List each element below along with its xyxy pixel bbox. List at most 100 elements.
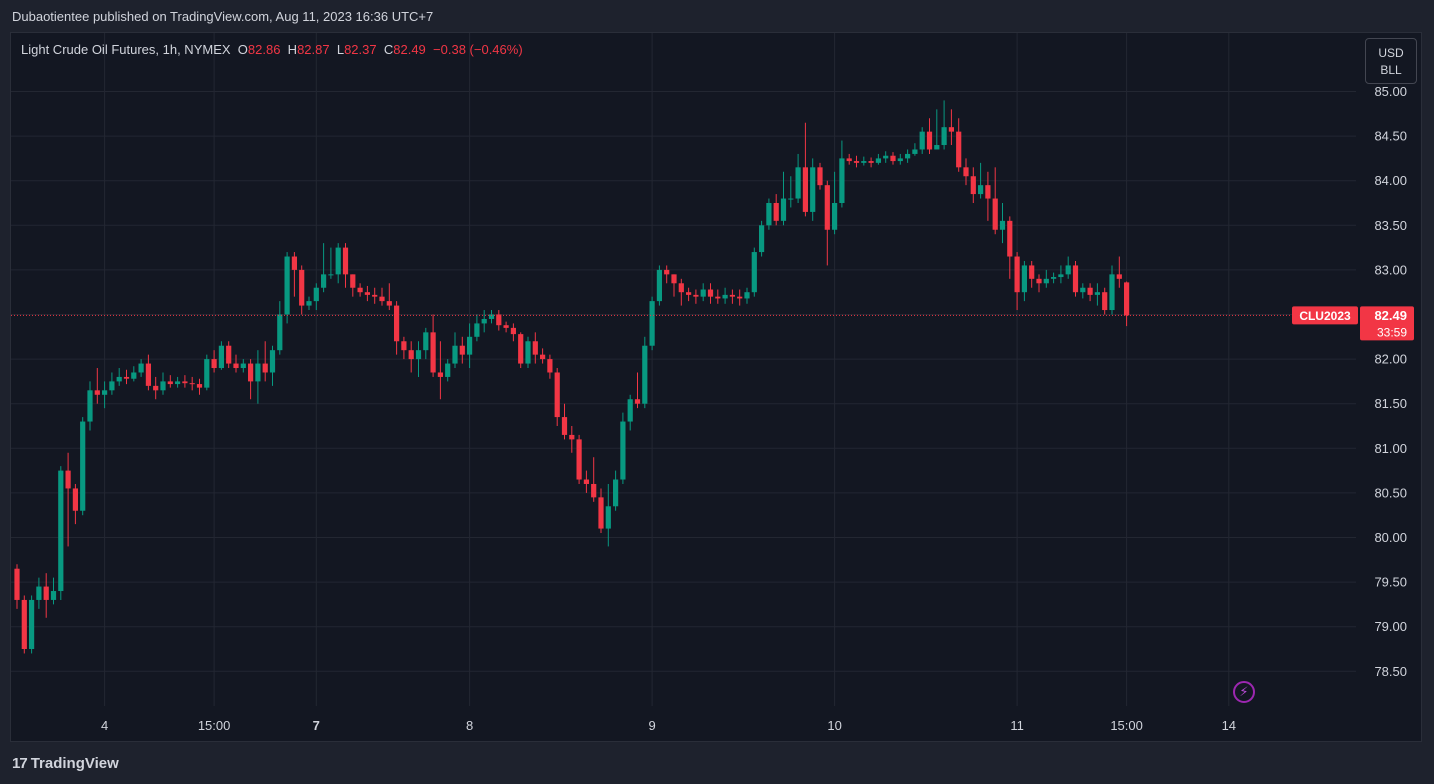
candle-body	[613, 479, 619, 507]
candle-body	[883, 155, 889, 159]
symbol-title[interactable]: Light Crude Oil Futures, 1h, NYMEX	[21, 42, 231, 57]
price-tick-label: 83.00	[1374, 262, 1407, 277]
candle	[620, 412, 626, 484]
candle-body	[14, 568, 20, 600]
candle	[737, 289, 743, 306]
candle	[1116, 256, 1122, 288]
candle	[934, 109, 940, 150]
candle	[138, 359, 144, 377]
price-tag-bg	[1360, 306, 1414, 341]
candle-body	[773, 203, 779, 221]
candle	[1124, 281, 1130, 327]
currency-unit-button[interactable]: USD BLL	[1365, 38, 1417, 84]
candle	[335, 243, 341, 284]
publisher-line: Dubaotientee published on TradingView.co…	[12, 9, 434, 24]
candle-body	[700, 289, 706, 297]
candle-body	[970, 176, 976, 195]
candle	[839, 140, 845, 208]
candle	[832, 171, 838, 235]
candle-body	[160, 381, 166, 391]
candle	[846, 153, 852, 165]
candle	[1029, 260, 1035, 288]
candle-body	[291, 256, 297, 270]
candle-body	[1065, 265, 1071, 275]
candle-body	[350, 274, 356, 288]
open-value: 82.86	[247, 42, 281, 57]
candle	[700, 283, 706, 302]
candle	[890, 152, 896, 165]
candle	[50, 577, 57, 605]
candle	[941, 100, 947, 150]
candle	[408, 341, 414, 373]
candle	[802, 122, 808, 217]
candle	[262, 341, 268, 382]
price-tick-label: 85.00	[1374, 84, 1407, 99]
candle-body	[182, 381, 188, 384]
candle	[255, 350, 261, 404]
candle-body	[43, 586, 49, 600]
tradingview-logo-text: TradingView	[30, 755, 119, 772]
candle	[313, 283, 319, 311]
candle-body	[839, 158, 845, 203]
candle-body	[576, 439, 582, 480]
candle-body	[481, 318, 487, 324]
candle-body	[963, 167, 969, 177]
candle-body	[912, 149, 918, 154]
candle-body	[415, 350, 422, 360]
candle	[751, 247, 757, 297]
candle	[401, 336, 407, 360]
candle-body	[175, 381, 181, 385]
candle-body	[948, 127, 954, 132]
candle	[306, 296, 312, 311]
tradingview-logo[interactable]: 17 TradingView	[12, 754, 119, 774]
candle-body	[642, 345, 648, 404]
candle	[853, 155, 860, 168]
candle-body	[999, 220, 1006, 230]
candle-body	[1116, 274, 1122, 279]
candle	[583, 470, 589, 493]
candle	[912, 143, 918, 156]
candle-body	[116, 376, 122, 382]
candle	[810, 158, 816, 221]
chart-frame[interactable]	[10, 32, 1422, 742]
candle	[532, 332, 538, 364]
candle	[707, 283, 714, 304]
candle-body	[313, 287, 319, 302]
candle	[372, 287, 378, 304]
candle-body	[722, 294, 728, 299]
time-tick-label: 4	[101, 718, 108, 733]
candle-body	[875, 158, 881, 163]
candle	[94, 368, 100, 404]
candle-body	[569, 434, 575, 440]
time-tick-label: 9	[648, 718, 655, 733]
candle	[634, 372, 641, 409]
candle	[123, 369, 130, 385]
candle	[788, 176, 794, 208]
candle	[467, 323, 473, 369]
lightning-icon[interactable]: ⚡	[1233, 681, 1255, 703]
candle-body	[467, 336, 473, 355]
candle	[598, 488, 604, 534]
candle	[780, 171, 787, 226]
candle	[1014, 252, 1020, 311]
candle-body	[1102, 292, 1108, 311]
candle-body	[591, 483, 597, 498]
candle	[240, 359, 246, 373]
candle	[897, 153, 903, 165]
candle-body	[1007, 220, 1013, 257]
high-label: H	[287, 42, 298, 57]
candle-body	[671, 274, 677, 284]
candle-body	[452, 345, 458, 364]
candle	[883, 151, 889, 163]
candle	[87, 381, 93, 431]
candle	[36, 577, 42, 609]
candle-body	[123, 376, 130, 379]
candle-body	[1043, 278, 1049, 284]
candle	[488, 310, 495, 324]
candle	[759, 220, 765, 257]
candle	[664, 265, 670, 284]
candle	[1021, 260, 1027, 302]
candle	[773, 194, 779, 226]
candle-body	[503, 325, 509, 328]
